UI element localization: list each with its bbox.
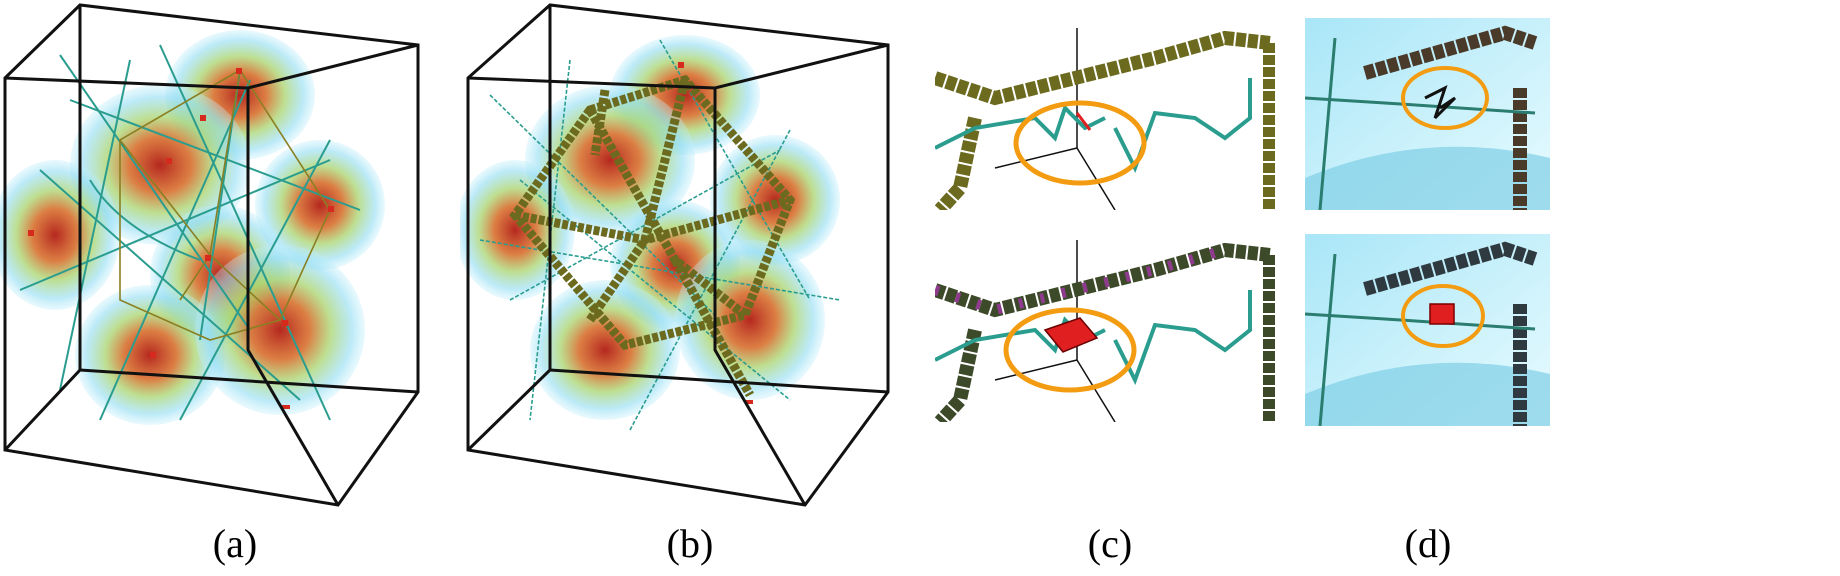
highlight-ellipse <box>1401 284 1485 348</box>
node-markers <box>678 62 753 404</box>
cube-chain <box>1363 25 1538 210</box>
cube-chains <box>509 74 796 398</box>
panel-b-cube-skeleton <box>460 0 900 510</box>
volume-arc <box>1305 362 1550 426</box>
volume-arc <box>1305 146 1550 210</box>
volume-blobs <box>0 30 385 425</box>
bounding-box <box>3 3 420 507</box>
defect-arrows <box>1424 85 1457 120</box>
caption-a: (a) <box>212 521 258 566</box>
skeleton-lines <box>19 44 361 421</box>
defect-segment <box>1075 112 1092 131</box>
highlight-ellipse <box>1013 100 1147 186</box>
panel-d-top-closeup <box>1305 18 1550 210</box>
skeleton-path <box>1305 253 1536 426</box>
cube-chain <box>935 242 1275 422</box>
bounding-box <box>466 3 890 507</box>
caption-b: (b) <box>666 521 714 566</box>
defect-block <box>1429 303 1455 325</box>
defect-block <box>1043 317 1099 353</box>
panel-c-bottom-closeup <box>935 230 1275 422</box>
axis-lines <box>994 28 1116 210</box>
cube-chain <box>1363 241 1538 426</box>
volume-blobs <box>460 35 840 420</box>
cube-chain <box>935 30 1275 210</box>
panel-c-top-closeup <box>935 18 1275 210</box>
panel-d-bottom-closeup <box>1305 234 1550 426</box>
node-markers <box>28 68 334 409</box>
highlight-ellipse <box>1401 66 1489 130</box>
skeleton-path <box>935 78 1252 174</box>
caption-c: (c) <box>1087 521 1133 566</box>
panel-a-volume-render <box>0 0 520 510</box>
caption-d: (d) <box>1404 521 1452 566</box>
highlight-ellipse <box>1003 307 1137 393</box>
